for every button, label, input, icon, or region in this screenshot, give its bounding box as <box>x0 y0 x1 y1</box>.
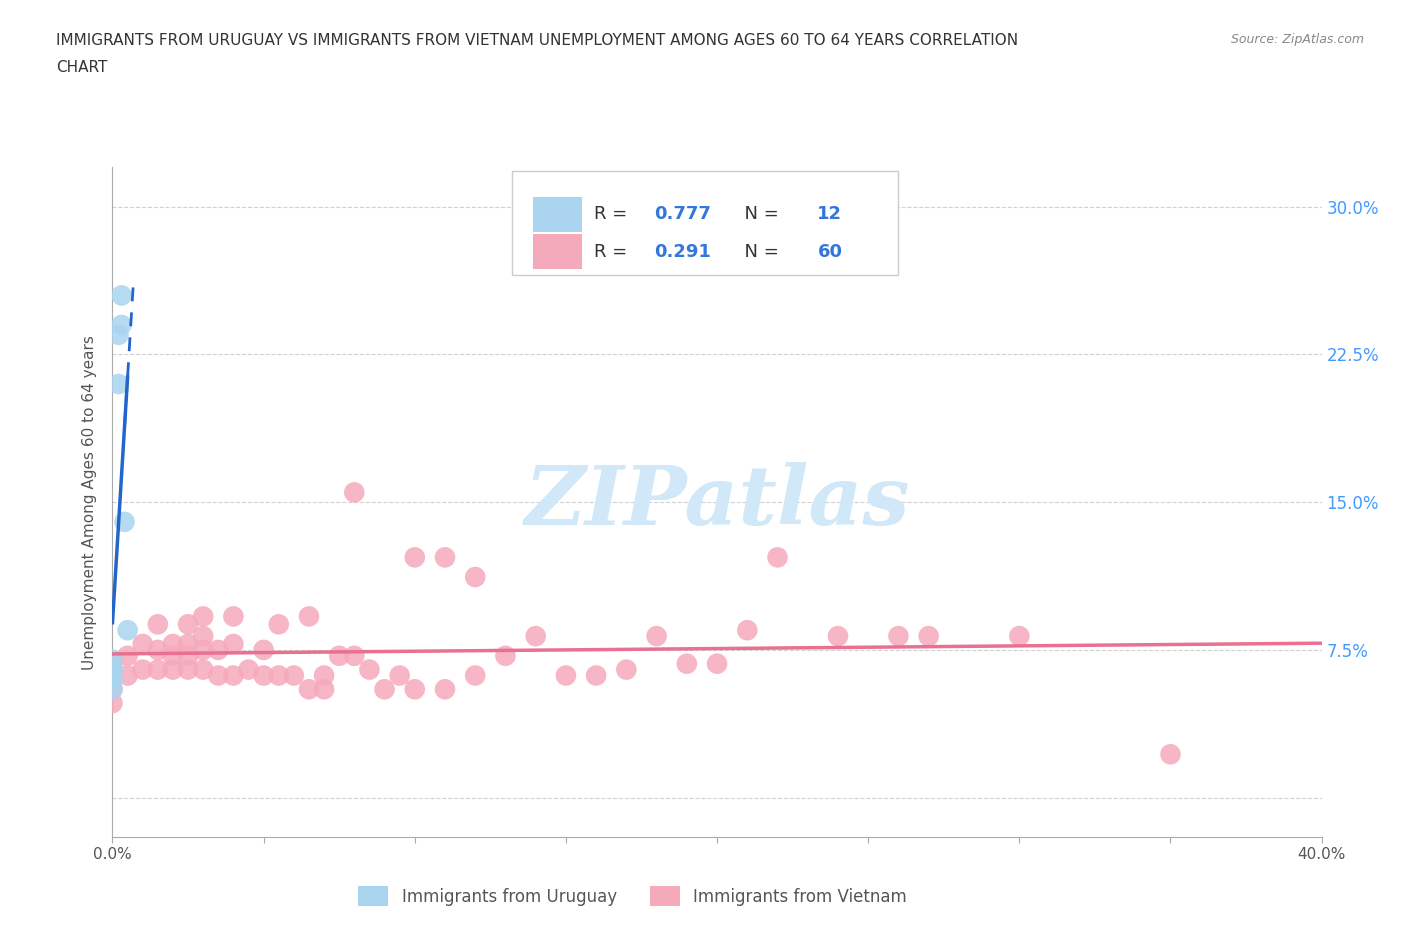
Point <box>887 629 910 644</box>
Point <box>191 609 214 624</box>
Text: 0.777: 0.777 <box>654 206 711 223</box>
Point <box>328 648 350 663</box>
Point <box>253 643 276 658</box>
Text: N =: N = <box>733 206 785 223</box>
Text: R =: R = <box>593 206 633 223</box>
Point <box>495 648 517 663</box>
Point <box>253 668 276 683</box>
Point <box>827 629 849 644</box>
Point <box>114 514 136 529</box>
Point <box>107 327 129 342</box>
Point <box>314 668 336 683</box>
Point <box>101 696 124 711</box>
Point <box>177 662 200 677</box>
Point <box>101 668 124 683</box>
Point <box>101 652 124 667</box>
Point <box>107 377 129 392</box>
Point <box>433 550 456 565</box>
Point <box>283 668 305 683</box>
Text: R =: R = <box>593 243 633 260</box>
Point <box>101 662 124 677</box>
Point <box>146 617 169 631</box>
Point <box>146 643 169 658</box>
Legend: Immigrants from Uruguay, Immigrants from Vietnam: Immigrants from Uruguay, Immigrants from… <box>352 880 914 912</box>
Point <box>645 629 668 644</box>
Point <box>191 629 214 644</box>
Y-axis label: Unemployment Among Ages 60 to 64 years: Unemployment Among Ages 60 to 64 years <box>82 335 97 670</box>
Point <box>1008 629 1031 644</box>
Point <box>101 682 124 697</box>
Point <box>101 657 124 671</box>
Point <box>766 550 789 565</box>
Bar <box>533 197 582 232</box>
Point <box>191 643 214 658</box>
Point <box>162 636 184 651</box>
Point <box>464 569 486 584</box>
Point <box>359 662 381 677</box>
Point <box>132 636 155 651</box>
Point <box>404 550 426 565</box>
Point <box>1159 747 1181 762</box>
Point <box>222 609 245 624</box>
Point <box>177 636 200 651</box>
Point <box>524 629 547 644</box>
Point <box>162 648 184 663</box>
Point <box>433 682 456 697</box>
Point <box>222 668 245 683</box>
Point <box>737 623 759 638</box>
Point <box>554 668 576 683</box>
Point <box>101 682 124 697</box>
Point <box>191 662 214 677</box>
Point <box>132 662 155 677</box>
Point <box>162 662 184 677</box>
Point <box>343 485 366 499</box>
Point <box>110 317 132 332</box>
Point <box>238 662 260 677</box>
Point <box>117 623 139 638</box>
Text: 0.291: 0.291 <box>654 243 711 260</box>
Text: 60: 60 <box>817 243 842 260</box>
Point <box>404 682 426 697</box>
Text: ZIPatlas: ZIPatlas <box>524 462 910 542</box>
Point <box>101 672 124 687</box>
Point <box>267 617 290 631</box>
Point <box>706 657 728 671</box>
Point <box>207 668 229 683</box>
Point <box>464 668 486 683</box>
Point <box>585 668 607 683</box>
Point <box>110 288 132 303</box>
Point <box>314 682 336 697</box>
Point <box>101 662 124 677</box>
Point <box>918 629 941 644</box>
Point <box>222 636 245 651</box>
Text: CHART: CHART <box>56 60 108 75</box>
Text: N =: N = <box>733 243 785 260</box>
Point <box>177 648 200 663</box>
Point <box>298 682 321 697</box>
Point <box>388 668 411 683</box>
Text: IMMIGRANTS FROM URUGUAY VS IMMIGRANTS FROM VIETNAM UNEMPLOYMENT AMONG AGES 60 TO: IMMIGRANTS FROM URUGUAY VS IMMIGRANTS FR… <box>56 33 1018 47</box>
Point <box>374 682 396 697</box>
Point <box>207 643 229 658</box>
Point <box>267 668 290 683</box>
Point <box>675 657 697 671</box>
Point <box>343 648 366 663</box>
Point <box>117 668 139 683</box>
Point <box>146 662 169 677</box>
Point <box>616 662 638 677</box>
Point <box>117 648 139 663</box>
Text: Source: ZipAtlas.com: Source: ZipAtlas.com <box>1230 33 1364 46</box>
Point <box>298 609 321 624</box>
Bar <box>533 234 582 269</box>
Point <box>177 617 200 631</box>
FancyBboxPatch shape <box>512 171 898 274</box>
Point <box>101 672 124 687</box>
Text: 12: 12 <box>817 206 842 223</box>
